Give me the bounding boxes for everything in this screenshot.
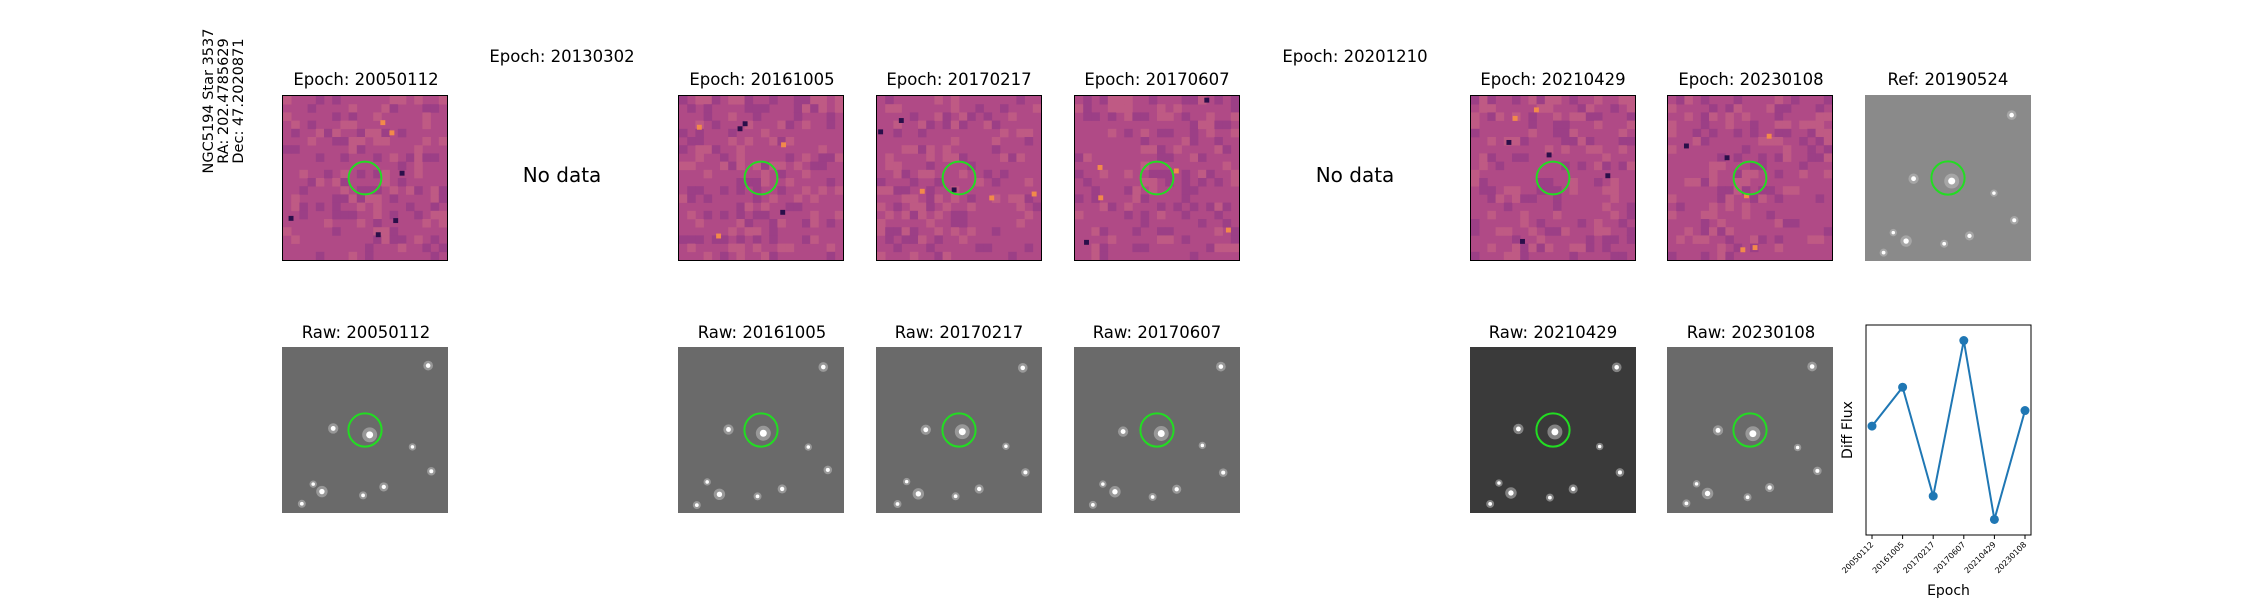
series-line [1871,340,2026,520]
target-circle [941,412,977,448]
raw-image-2 [678,347,844,513]
target-label: NGC5194 Star 3537 RA: 202.4785629 Dec: 4… [201,0,262,226]
target-circle [1535,412,1571,448]
epoch-title-4: Epoch: 20170217 [886,70,1032,89]
epoch-title-3: Epoch: 20161005 [689,70,835,89]
epoch-title-1: Epoch: 20050112 [293,70,439,89]
x-tick-label: 20170607 [1932,540,1967,575]
target-circle [1732,412,1768,448]
target-circle [1139,160,1175,196]
epoch-title-6: Epoch: 20201210 [1282,47,1428,66]
raw-title-1: Raw: 20050112 [301,323,431,342]
raw-title-6: Raw: 20230108 [1686,323,1816,342]
diff-image-5 [1074,95,1240,261]
target-circle [1139,412,1175,448]
plot-frame [1865,324,2032,536]
image-canvas [1668,96,1832,260]
target-circle [1535,160,1571,196]
raw-title-4: Raw: 20170607 [1092,323,1222,342]
data-point [1959,336,1969,346]
no-data-text-1: No data [522,163,602,187]
y-axis-label: Diff Flux [1840,401,1856,459]
target-circle [1732,160,1768,196]
x-axis-label: Epoch [1927,583,1970,599]
image-canvas [1865,95,2031,261]
raw-image-4 [1074,347,1240,513]
raw-image-5 [1470,347,1636,513]
epoch-title-2: Epoch: 20130302 [489,47,635,66]
x-tick-label: 20161005 [1871,540,1906,575]
image-canvas [1074,347,1240,513]
image-canvas [1667,347,1833,513]
diff-image-4 [876,95,1042,261]
diff-image-8 [1667,95,1833,261]
epoch-title-5: Epoch: 20170607 [1084,70,1230,89]
raw-title-5: Raw: 20210429 [1488,323,1618,342]
raw-image-1 [282,347,448,513]
x-tick-label: 20210429 [1963,540,1998,575]
target-circle [743,412,779,448]
diff-image-1 [282,95,448,261]
target-circle [941,160,977,196]
diff-image-3 [678,95,844,261]
no-data-text-2: No data [1315,163,1395,187]
image-canvas [876,347,1042,513]
data-point [1898,382,1908,392]
target-circle [1930,160,1966,196]
image-canvas [1470,347,1636,513]
epoch-title-7: Epoch: 20210429 [1480,70,1626,89]
image-canvas [679,96,843,260]
x-tick-label: 20230108 [1993,540,2028,575]
dec-coordinate: Dec: 47.2020871 [231,38,247,164]
ra-coordinate: RA: 202.4785629 [216,38,232,164]
diff-image-7 [1470,95,1636,261]
ref-image [1865,95,2031,261]
raw-image-6 [1667,347,1833,513]
target-circle [743,160,779,196]
image-canvas [283,96,447,260]
ref-title: Ref: 20190524 [1887,70,2009,89]
image-canvas [1471,96,1635,260]
x-tick-label: 20050112 [1840,540,1875,575]
image-canvas [877,96,1041,260]
data-point [1989,514,1999,524]
data-point [1928,491,1938,501]
raw-title-2: Raw: 20161005 [697,323,827,342]
data-point [1867,421,1877,431]
image-canvas [1075,96,1239,260]
target-circle [347,412,383,448]
epoch-title-8: Epoch: 20230108 [1678,70,1824,89]
data-point [2020,406,2030,416]
image-canvas [678,347,844,513]
target-circle [347,160,383,196]
raw-title-3: Raw: 20170217 [894,323,1024,342]
raw-image-3 [876,347,1042,513]
object-name: NGC5194 Star 3537 [201,28,217,174]
x-tick-label: 20170217 [1901,540,1936,575]
light-curve-chart: 2005011220161005201702172017060720210429… [1840,324,2032,599]
image-canvas [282,347,448,513]
